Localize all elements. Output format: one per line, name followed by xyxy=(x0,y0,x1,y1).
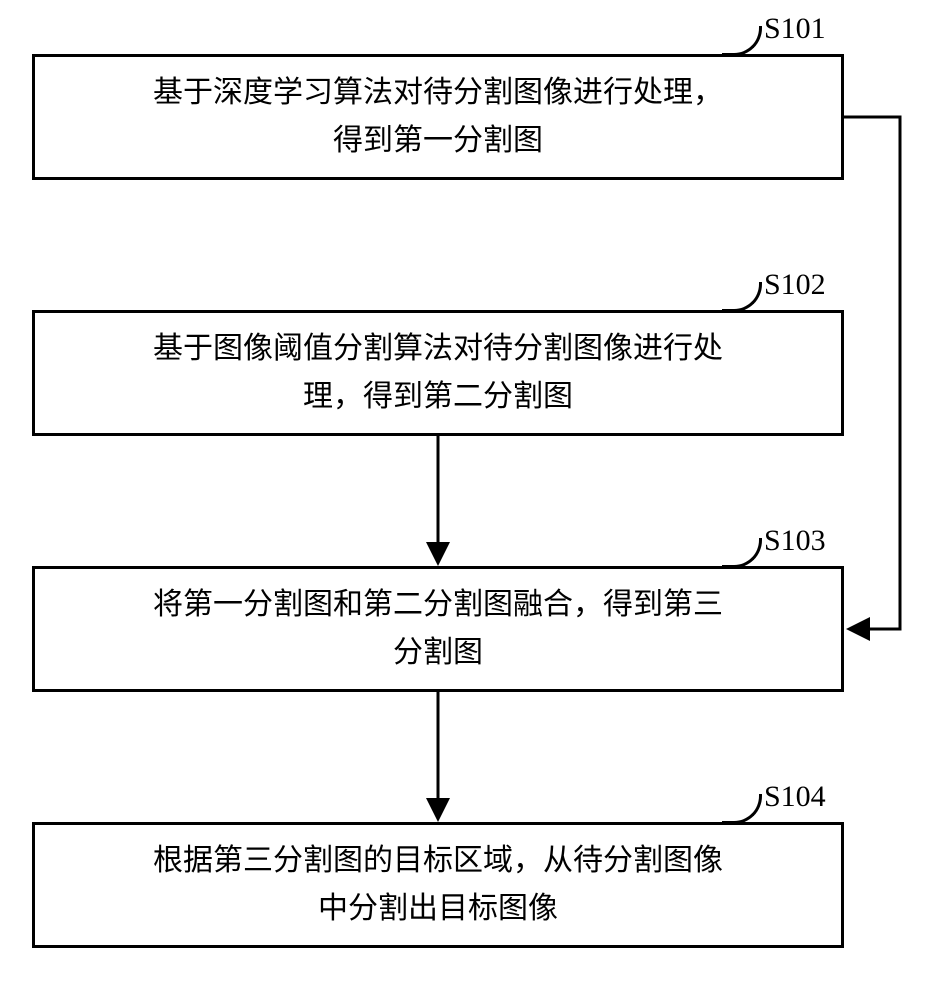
label-s104: S104 xyxy=(764,780,826,814)
node-s102-line2: 理，得到第二分割图 xyxy=(303,380,573,413)
label-s101: S101 xyxy=(764,12,826,46)
node-s103-line2: 分割图 xyxy=(393,636,483,669)
node-s102-line1: 基于图像阈值分割算法对待分割图像进行处 xyxy=(153,332,723,365)
label-s102: S102 xyxy=(764,268,826,302)
label-connector-s102 xyxy=(722,282,762,312)
node-s103-line1: 将第一分割图和第二分割图融合，得到第三 xyxy=(153,588,723,621)
label-connector-s104 xyxy=(722,794,762,824)
node-s101-line1: 基于深度学习算法对待分割图像进行处理， xyxy=(153,76,723,109)
label-connector-s101 xyxy=(722,26,762,56)
node-s102: 基于图像阈值分割算法对待分割图像进行处 理，得到第二分割图 xyxy=(32,310,844,436)
node-s104-line2: 中分割出目标图像 xyxy=(318,892,558,925)
edge-s101-s103 xyxy=(844,117,900,629)
flowchart-diagram: 基于深度学习算法对待分割图像进行处理， 得到第一分割图 S101 基于图像阈值分… xyxy=(0,0,932,1000)
label-connector-s103 xyxy=(722,538,762,568)
node-s104-line1: 根据第三分割图的目标区域，从待分割图像 xyxy=(153,844,723,877)
label-s103: S103 xyxy=(764,524,826,558)
node-s104: 根据第三分割图的目标区域，从待分割图像 中分割出目标图像 xyxy=(32,822,844,948)
node-s101-line2: 得到第一分割图 xyxy=(333,124,543,157)
node-s101: 基于深度学习算法对待分割图像进行处理， 得到第一分割图 xyxy=(32,54,844,180)
node-s103: 将第一分割图和第二分割图融合，得到第三 分割图 xyxy=(32,566,844,692)
